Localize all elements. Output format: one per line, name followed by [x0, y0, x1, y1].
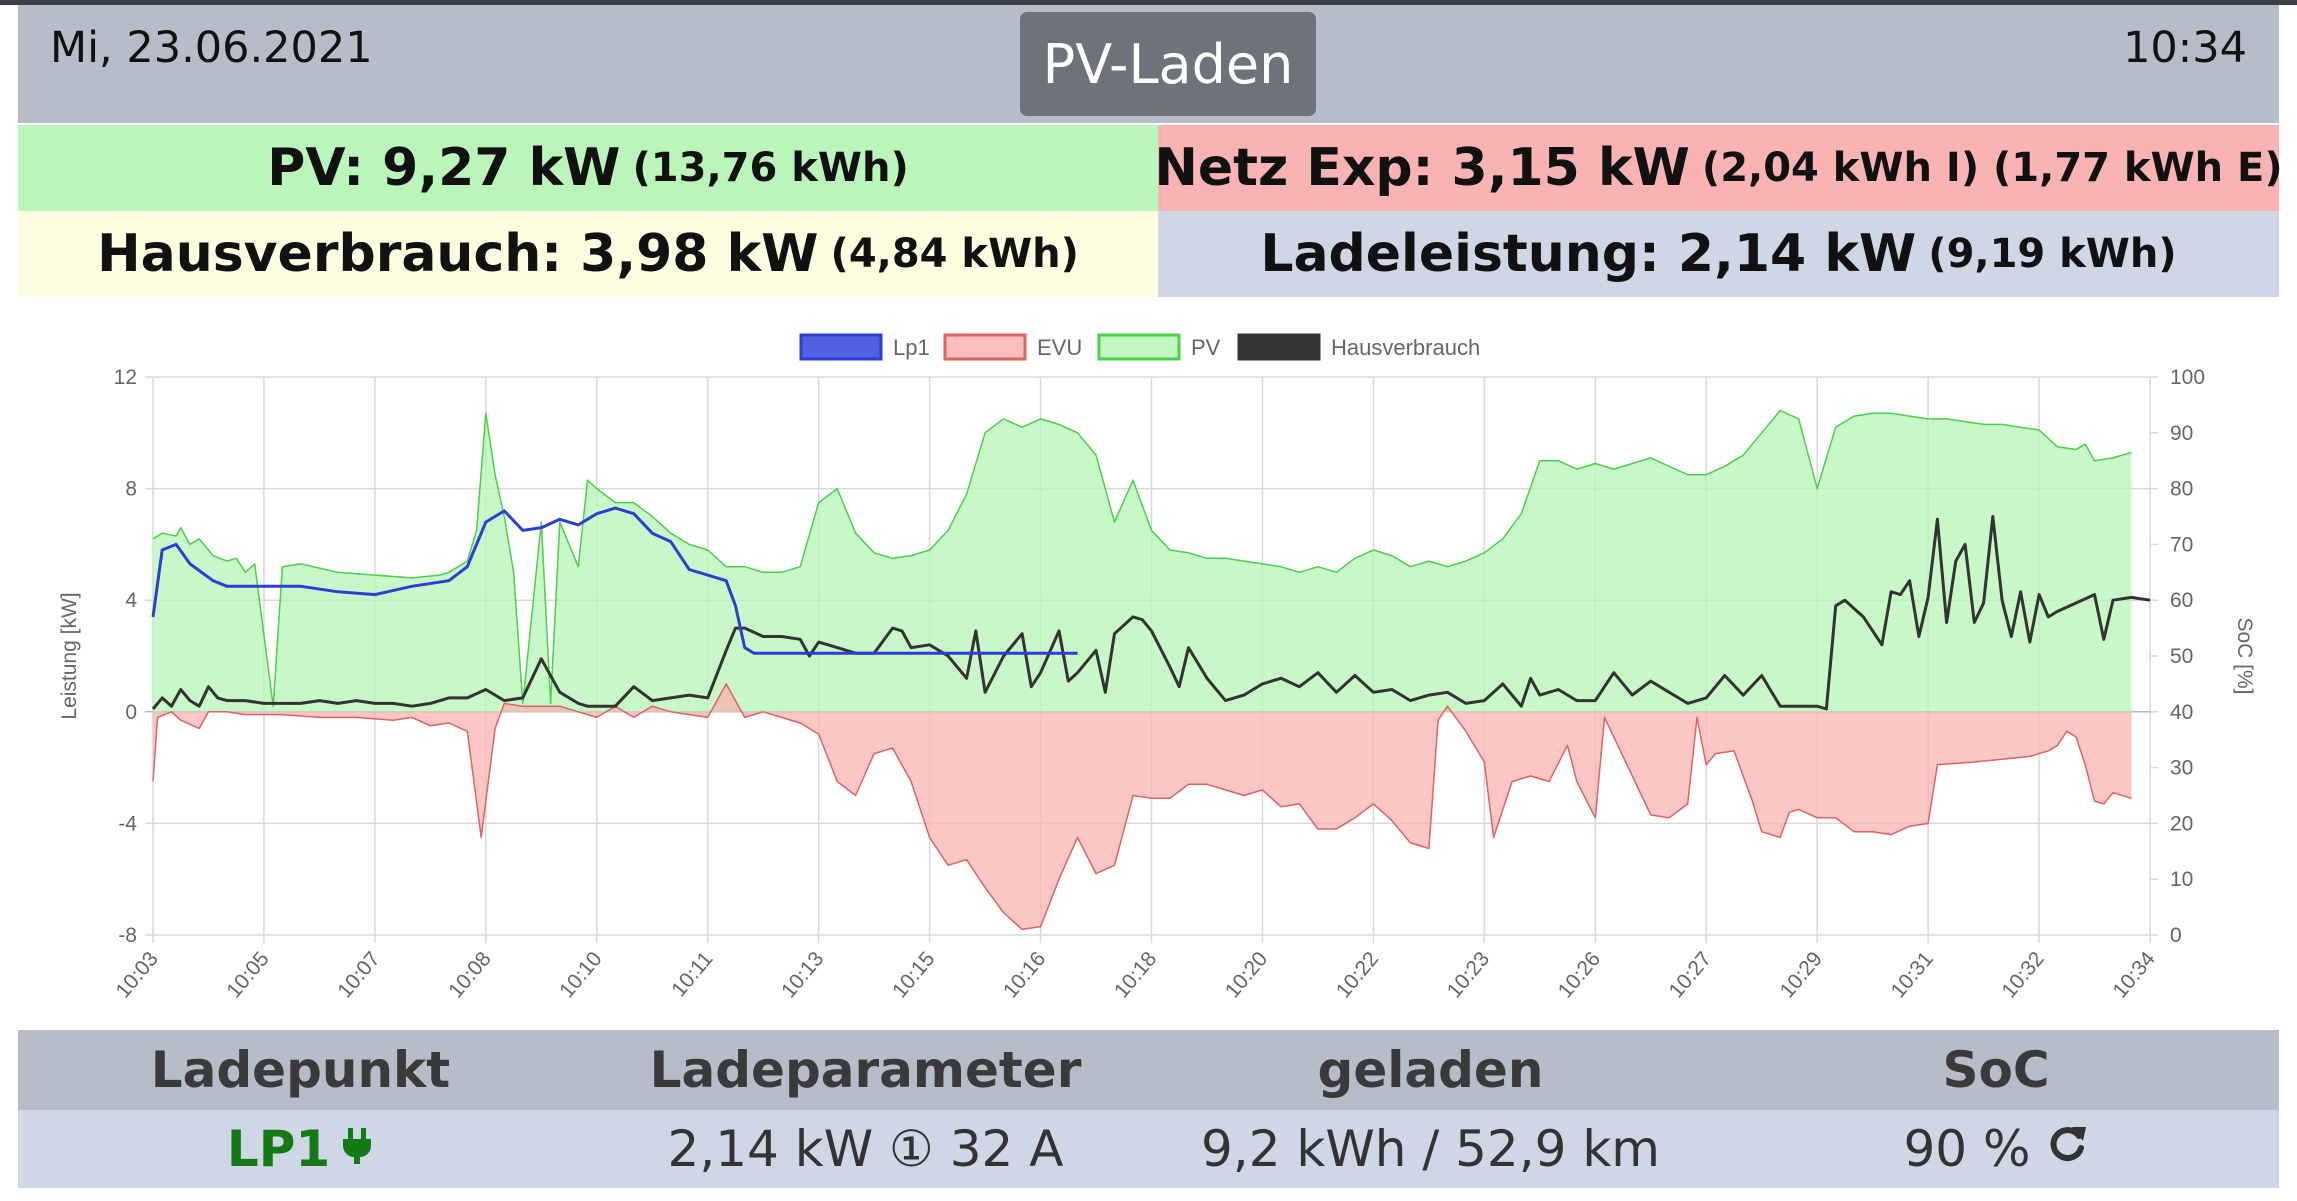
header-geladen: geladen: [1317, 1041, 1544, 1099]
y2-tick-label: 60: [2170, 589, 2193, 612]
x-tick-label: 10:05: [222, 947, 273, 1002]
pv-power: PV: 9,27 kW: [267, 138, 621, 198]
y-axis-title: Leistung [kW]: [58, 592, 81, 719]
x-tick-label: 10:27: [1665, 947, 1716, 1002]
legend-swatch-evu: [943, 333, 1027, 361]
y2-tick-label: 50: [2170, 645, 2193, 668]
y2-tick-label: 20: [2170, 812, 2193, 835]
x-tick-label: 10:20: [1221, 947, 1272, 1002]
charge-table-header: Ladepunkt Ladeparameter geladen SoC: [18, 1030, 2279, 1110]
x-tick-label: 10:08: [444, 947, 495, 1002]
x-tick-label: 10:34: [2108, 947, 2160, 1002]
charge-tile: Ladeleistung: 2,14 kW (9,19 kWh): [1158, 211, 2279, 297]
lp-cell[interactable]: LP1: [18, 1110, 583, 1188]
house-power: Hausverbrauch: 3,98 kW: [97, 224, 819, 284]
pv-energy: (13,76 kWh): [632, 145, 909, 191]
top-border: [0, 0, 2297, 5]
y-tick-label: 12: [114, 366, 137, 389]
charge-power: Ladeleistung: 2,14 kW: [1260, 224, 1917, 284]
house-energy: (4,84 kWh): [830, 231, 1079, 277]
y-tick-label: 8: [125, 478, 137, 501]
x-tick-label: 10:16: [999, 947, 1050, 1002]
x-tick-label: 10:31: [1887, 947, 1938, 1002]
x-tick-label: 10:11: [667, 947, 717, 1001]
y-tick-label: -8: [118, 924, 137, 947]
x-tick-label: 10:13: [777, 947, 828, 1002]
y-tick-label: 0: [125, 701, 137, 724]
series-line-hausverbrauch: [151, 515, 2151, 711]
x-tick-label: 10:15: [888, 947, 939, 1002]
y2-tick-label: 40: [2170, 701, 2193, 724]
x-tick-label: 10:10: [555, 947, 606, 1002]
header-date: Mi, 23.06.2021: [50, 23, 373, 73]
power-chart-svg: 10:03 10:05 10:07 10:08 10:10 10:11 10:13 10:15…: [58, 333, 2256, 1002]
legend-label-hausverbrauch: Hausverbrauch: [1331, 335, 1480, 360]
lp-name: LP1: [226, 1120, 331, 1178]
soc-cell[interactable]: 90 %: [1713, 1110, 2279, 1188]
power-chart: 10:03 10:05 10:07 10:08 10:10 10:11 10:13 10:15…: [18, 315, 2279, 1030]
series-line-evu: [152, 683, 2132, 931]
y2-tick-label: 0: [2170, 924, 2182, 947]
header-soc: SoC: [1942, 1041, 2050, 1099]
header-ladeparameter: Ladeparameter: [649, 1041, 1082, 1099]
legend-swatch-pv: [1097, 333, 1181, 361]
series-line-lp1: [151, 506, 1078, 655]
series-area-pv: [153, 410, 2132, 712]
header-ladepunkt: Ladepunkt: [150, 1041, 451, 1099]
y2-tick-label: 100: [2170, 366, 2205, 389]
x-tick-label: 10:07: [333, 947, 384, 1002]
y-tick-label: -4: [118, 812, 137, 835]
y-tick-label: 4: [125, 589, 137, 612]
x-tick-label: 10:23: [1443, 947, 1494, 1002]
charge-table-row[interactable]: LP1 2,14 kW ① 32 A 9,2 kWh / 52,9 km 90 …: [18, 1110, 2279, 1188]
legend-label-evu: EVU: [1037, 335, 1082, 360]
house-tile: Hausverbrauch: 3,98 kW (4,84 kWh): [18, 211, 1158, 297]
legend-label-pv: PV: [1191, 335, 1221, 360]
plug-icon: [340, 1120, 374, 1178]
soc-value: 90 %: [1903, 1120, 2031, 1178]
charged-amount: 9,2 kWh / 52,9 km: [1200, 1120, 1660, 1178]
x-tick-label: 10:18: [1110, 947, 1161, 1002]
y2-axis-title: SoC [%]: [2233, 617, 2256, 694]
grid-tile: Netz Exp: 3,15 kW (2,04 kWh I) (1,77 kWh…: [1154, 125, 2283, 211]
grid-power: Netz Exp: 3,15 kW: [1154, 138, 1690, 198]
x-tick-label: 10:32: [1997, 947, 2048, 1002]
grid-energy: (2,04 kWh I) (1,77 kWh E): [1701, 145, 2283, 191]
charge-energy: (9,19 kWh): [1928, 231, 2177, 277]
header-time: 10:34: [2123, 23, 2247, 73]
x-tick-label: 10:22: [1332, 947, 1383, 1002]
x-tick-label: 10:03: [111, 947, 162, 1002]
y2-tick-label: 90: [2170, 422, 2193, 445]
legend-label-lp1: Lp1: [893, 335, 930, 360]
mode-button[interactable]: PV-Laden: [1020, 12, 1316, 116]
x-tick-label: 10:29: [1776, 947, 1827, 1002]
y2-tick-label: 30: [2170, 757, 2193, 780]
pv-tile: PV: 9,27 kW (13,76 kWh): [18, 125, 1158, 211]
x-tick-label: 10:26: [1554, 947, 1605, 1002]
series-area-evu: [153, 683, 2132, 930]
y2-tick-label: 80: [2170, 478, 2193, 501]
charge-params[interactable]: 2,14 kW ① 32 A: [667, 1120, 1064, 1178]
legend-swatch-lp1: [799, 333, 883, 361]
y2-tick-label: 10: [2170, 868, 2193, 891]
header-bar: Mi, 23.06.2021 PV-Laden 10:34: [18, 5, 2279, 123]
refresh-icon[interactable]: [2045, 1120, 2089, 1178]
y2-tick-label: 70: [2170, 533, 2193, 556]
series-line-pv: [152, 409, 2132, 707]
legend-swatch-hausverbrauch: [1237, 333, 1321, 361]
